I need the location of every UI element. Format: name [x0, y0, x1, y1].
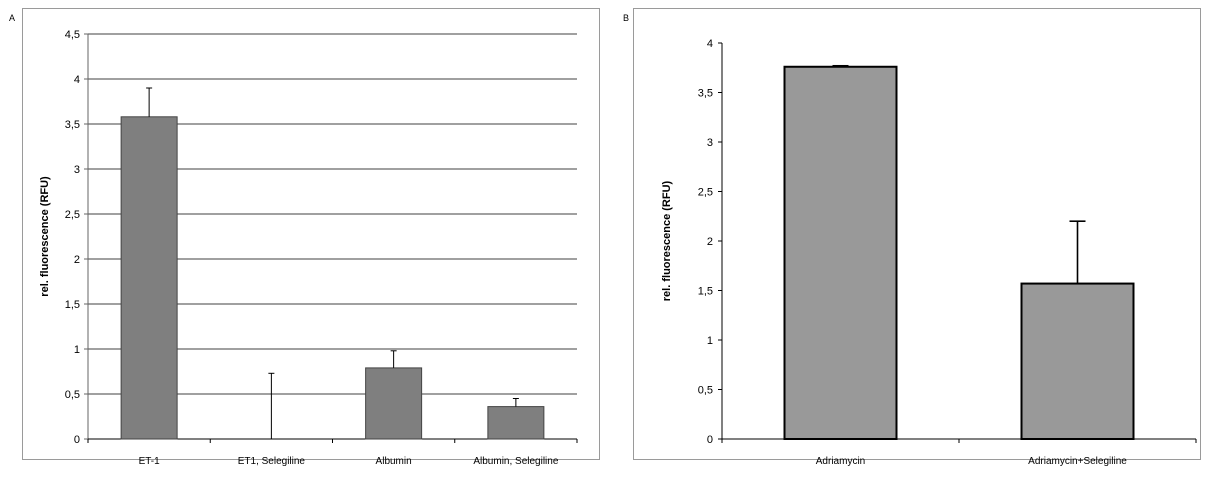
- x-category-label: Albumin, Selegiline: [473, 456, 558, 467]
- bar-a-0: [120, 116, 178, 440]
- y-tick-label: 4: [74, 74, 80, 86]
- x-category-label: Adriamycin: [816, 456, 865, 467]
- chart-panel-a: 0 0,5 1 1,5 2 2,5 3 3,5 4 4,5 ET-1 ET1, Selegiline A…: [39, 29, 578, 467]
- panel-a-letter: A: [9, 13, 16, 23]
- bar-b-0: [783, 65, 898, 440]
- x-category-label: ET-1: [139, 456, 161, 467]
- y-tick-label: 0,5: [65, 389, 80, 401]
- x-category-label: ET1, Selegiline: [238, 456, 306, 467]
- y-tick-label: 2,5: [65, 209, 80, 221]
- y-axis-label: rel. fluorescence (RFU): [661, 180, 673, 301]
- y-tick-label: 1,5: [65, 299, 80, 311]
- bar-a-2: [365, 367, 423, 440]
- panel-b-frame: [633, 8, 1201, 460]
- y-tick-label: 3,5: [698, 88, 713, 100]
- y-tick-label: 2,5: [698, 187, 713, 199]
- bar-b-1: [1020, 282, 1135, 440]
- y-tick-label: 4: [707, 38, 713, 50]
- x-category-label: Albumin: [376, 456, 412, 467]
- x-category-label: Adriamycin+Selegiline: [1028, 456, 1127, 467]
- y-tick-label: 0,5: [698, 385, 713, 397]
- chart-panel-b: 0 0,5 1 1,5 2 2,5 3 3,5 4 Adriamycin Adriamycin+Se…: [661, 38, 1197, 467]
- y-tick-label: 1: [707, 335, 713, 347]
- y-tick-label: 4,5: [65, 29, 80, 41]
- y-axis-label: rel. fluorescence (RFU): [39, 176, 51, 297]
- y-tick-label: 3,5: [65, 119, 80, 131]
- bar-a-3: [487, 406, 545, 440]
- y-tick-label: 1,5: [698, 286, 713, 298]
- y-tick-label: 2: [707, 236, 713, 248]
- y-tick-label: 0: [707, 434, 713, 446]
- y-tick-label: 3: [707, 137, 713, 149]
- y-tick-label: 3: [74, 164, 80, 176]
- y-tick-label: 2: [74, 254, 80, 266]
- panel-b-letter: B: [623, 13, 630, 23]
- y-tick-label: 0: [74, 434, 80, 446]
- y-tick-label: 1: [74, 344, 80, 356]
- panel-a-frame: [22, 8, 600, 460]
